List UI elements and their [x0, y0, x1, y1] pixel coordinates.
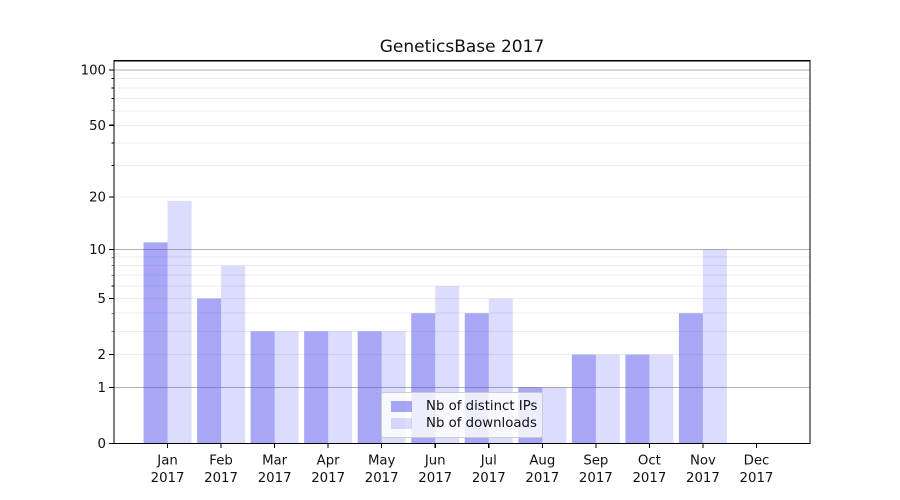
- legend-swatch: [391, 401, 412, 412]
- y-tick-label: 100: [81, 64, 106, 79]
- bar-downloads-feb: [221, 265, 246, 444]
- bar-distinct-ips-feb: [197, 298, 222, 444]
- legend-row: Nb of distinct IPs: [391, 398, 538, 415]
- x-tick-label-year: 2017: [525, 471, 559, 486]
- legend-label: Nb of distinct IPs: [426, 398, 538, 414]
- x-tick-label-month: Mar: [262, 454, 288, 469]
- x-tick-label-month: Apr: [317, 454, 341, 469]
- bar-distinct-ips-may: [357, 331, 382, 444]
- bar-distinct-ips-sep: [571, 354, 596, 444]
- y-tick-label: 20: [89, 191, 106, 206]
- bar-downloads-mar: [274, 331, 299, 444]
- x-tick-label-month: Jan: [156, 454, 178, 469]
- x-tick-label-year: 2017: [204, 471, 238, 486]
- legend-row: Nb of downloads: [391, 415, 537, 432]
- legend-swatch: [391, 418, 412, 429]
- bar-distinct-ips-mar: [250, 331, 275, 444]
- x-tick-label-year: 2017: [686, 471, 720, 486]
- bar-distinct-ips-oct: [625, 354, 650, 444]
- x-tick-label-year: 2017: [418, 471, 452, 486]
- bar-distinct-ips-apr: [304, 331, 329, 444]
- x-tick-label-month: Oct: [638, 454, 661, 469]
- y-tick-label: 5: [98, 292, 106, 307]
- legend: Nb of distinct IPs Nb of downloads: [381, 392, 543, 438]
- legend-label: Nb of downloads: [426, 415, 537, 431]
- axis-labels: 0 1 2 5 10 20 50 100 Jan 2017 Feb 2017 Mar 2017 Apr 201…: [81, 64, 774, 486]
- y-tick-label: 50: [89, 119, 106, 134]
- bar-downloads-oct: [649, 354, 674, 444]
- y-tick-label: 1: [98, 381, 106, 396]
- x-tick-label-year: 2017: [579, 471, 613, 486]
- x-tick-label-month: Dec: [744, 454, 770, 469]
- plot-frame: [113, 60, 811, 445]
- gridlines: [114, 69, 810, 388]
- bar-distinct-ips-nov: [678, 313, 703, 444]
- bar-downloads-nov: [702, 249, 727, 444]
- x-tick-label-month: Jun: [424, 454, 446, 469]
- x-tick-label-month: May: [368, 454, 396, 469]
- x-tick-label-year: 2017: [311, 471, 345, 486]
- chart-title: GeneticsBase 2017: [380, 37, 545, 57]
- x-tick-label-month: Sep: [583, 454, 608, 469]
- x-tick-label-year: 2017: [740, 471, 774, 486]
- x-tick-label-month: Feb: [209, 454, 233, 469]
- x-tick-label-year: 2017: [632, 471, 666, 486]
- y-tick-label: 2: [98, 348, 106, 363]
- x-tick-label-year: 2017: [151, 471, 185, 486]
- x-tick-label-month: Nov: [690, 454, 716, 469]
- bar-distinct-ips-jan: [143, 242, 168, 444]
- x-tick-label-year: 2017: [365, 471, 399, 486]
- bar-downloads-aug: [542, 387, 567, 444]
- bar-downloads-sep: [595, 354, 620, 444]
- x-tick-label-year: 2017: [472, 471, 506, 486]
- bar-downloads-jan: [167, 201, 192, 444]
- bar-downloads-apr: [328, 331, 353, 444]
- y-tick-label: 10: [89, 243, 106, 258]
- x-tick-label-month: Jul: [480, 454, 497, 469]
- x-tick-label-month: Aug: [529, 454, 555, 469]
- x-tick-label-year: 2017: [258, 471, 292, 486]
- axes: [109, 60, 811, 448]
- y-tick-label: 0: [98, 437, 106, 452]
